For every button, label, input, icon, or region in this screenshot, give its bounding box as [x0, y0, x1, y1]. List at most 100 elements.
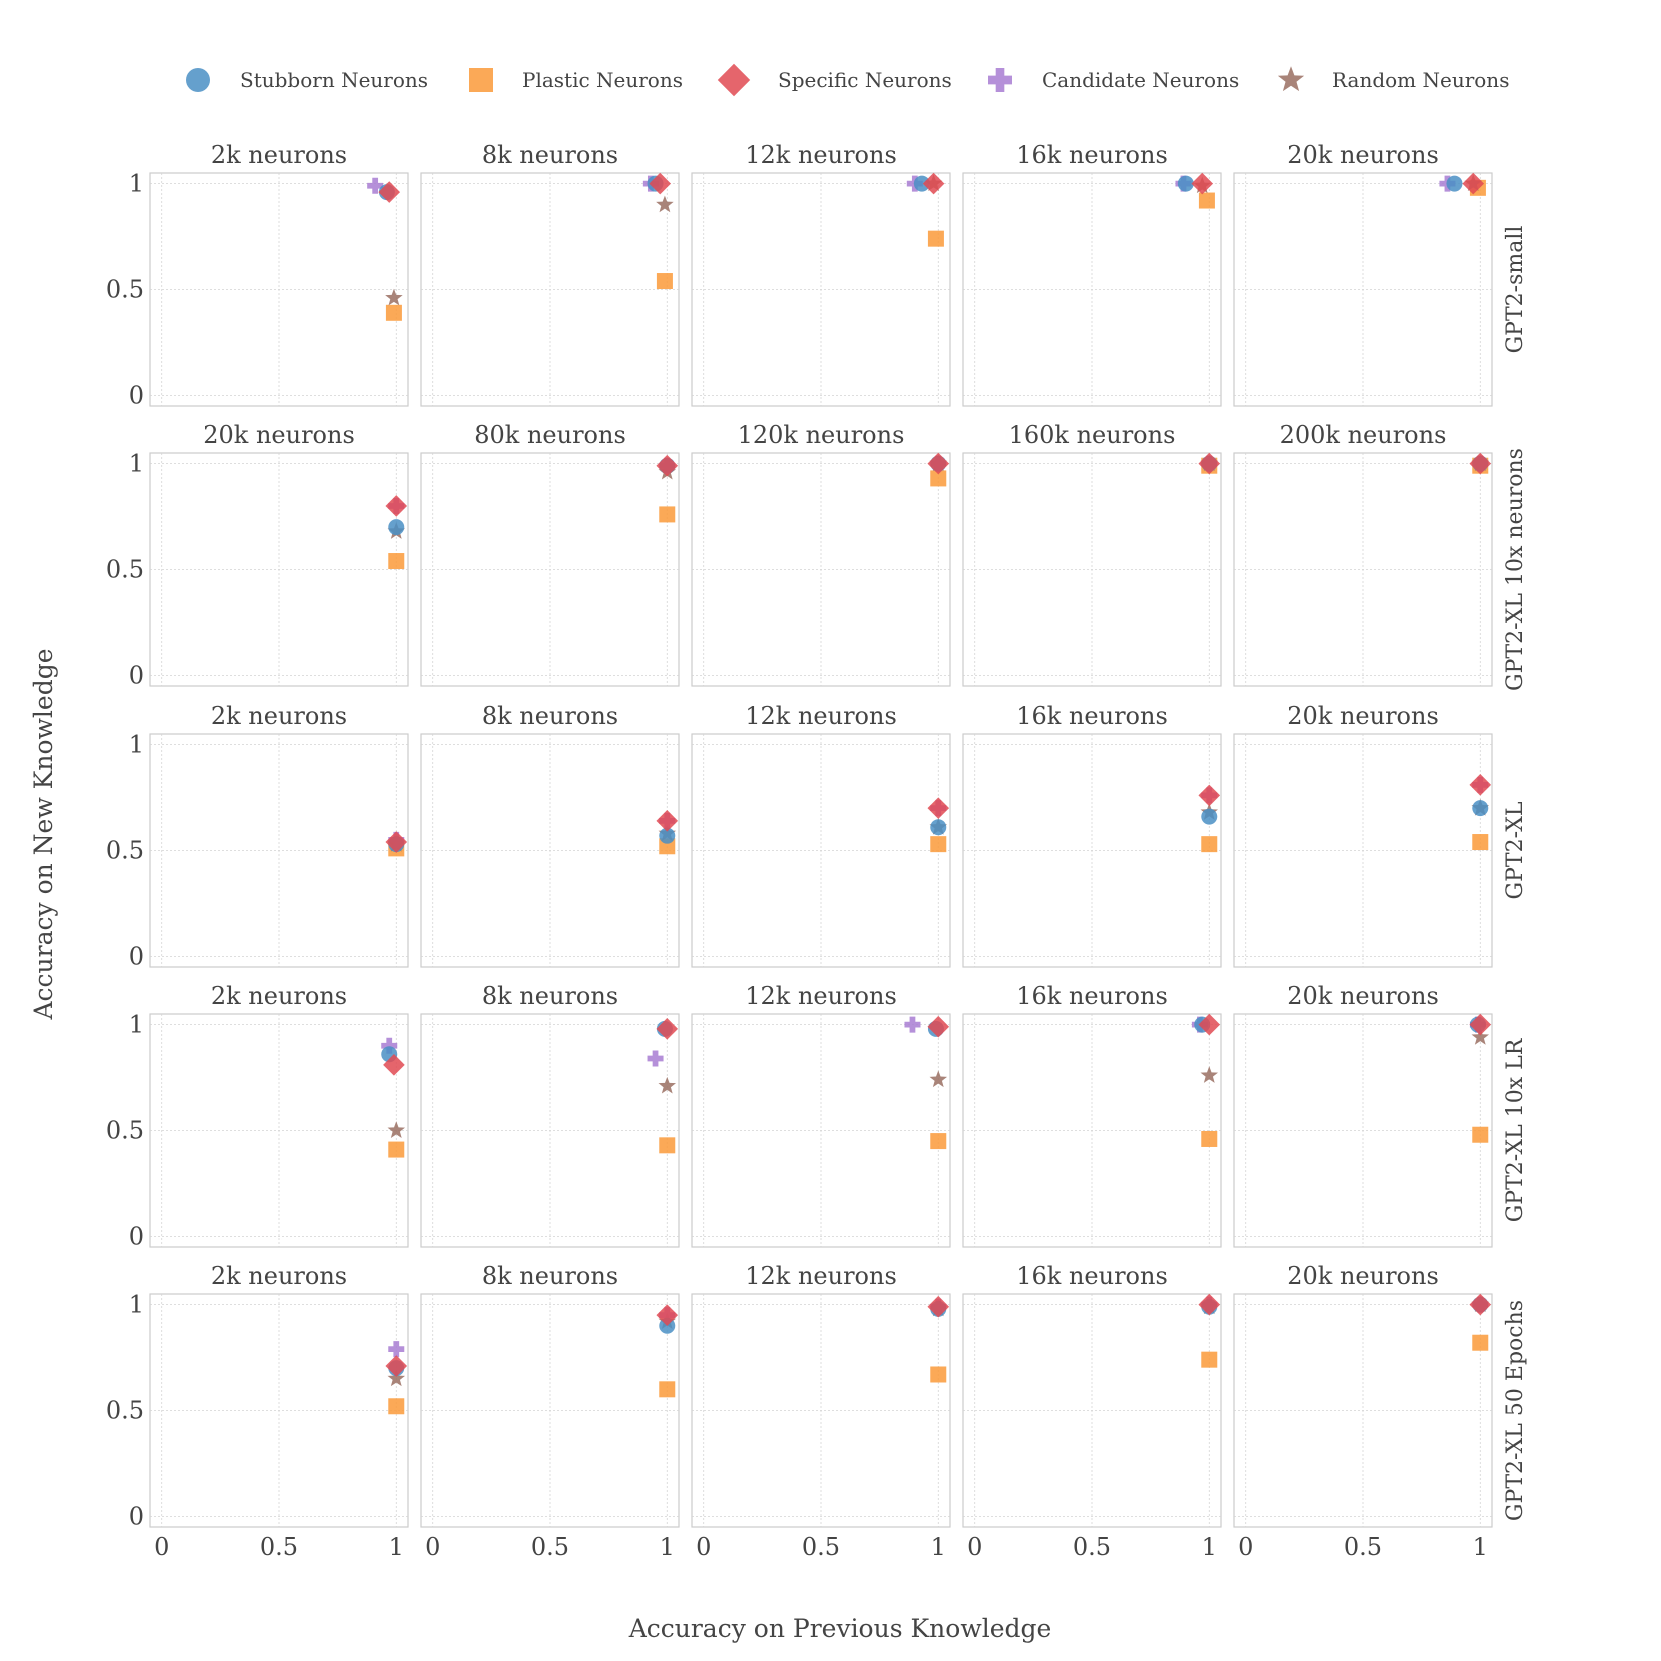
panel: 16k neurons: [962, 702, 1222, 968]
plastic-point: [930, 836, 947, 853]
random-legend-marker: [1277, 66, 1305, 92]
specific-point: [385, 495, 408, 517]
stubborn-point: [1177, 175, 1194, 192]
specific-point: [1198, 1293, 1221, 1316]
legend-label: Stubborn Neurons: [240, 68, 428, 92]
x-tick-label: 1: [389, 1533, 404, 1561]
panel: 8k neurons: [420, 702, 680, 968]
plastic-point: [388, 1398, 405, 1415]
row-label: GPT2-small: [1503, 226, 1528, 354]
panel-title: 16k neurons: [1016, 1262, 1168, 1290]
panel-title: 120k neurons: [738, 421, 905, 449]
panel: 8k neurons: [420, 982, 680, 1248]
stubborn-point: [1201, 808, 1218, 825]
plastic-point: [656, 273, 673, 290]
y-tick-label: 0.5: [106, 556, 144, 584]
random-point: [1471, 1028, 1490, 1045]
panel-title: 12k neurons: [745, 982, 897, 1010]
panel-grid: 2k neurons 0 0.5 1 8k neurons 12k neurons 16k …: [106, 141, 1528, 1561]
specific-point: [378, 181, 401, 203]
panel: 20k neurons: [1233, 141, 1493, 407]
legend-item-stubborn: Stubborn Neurons: [186, 68, 428, 92]
x-tick-label: 0: [1238, 1533, 1253, 1561]
y-tick-label: 0.5: [106, 837, 144, 865]
panel-title: 2k neurons: [211, 702, 347, 730]
y-tick-label: 0.5: [106, 1397, 144, 1425]
legend-item-random: Random Neurons: [1277, 66, 1509, 92]
y-tick-label: 0.5: [106, 1117, 144, 1145]
panel: 12k neurons: [691, 982, 951, 1248]
candidate-point: [647, 1050, 664, 1067]
plastic-point: [1201, 1130, 1218, 1147]
row-label: GPT2-XL 50 Epochs: [1503, 1300, 1528, 1521]
panel: 2k neurons 0 0.5 1: [106, 702, 409, 970]
y-axis-label: Accuracy on New Knowledge: [29, 648, 58, 1020]
panel-title: 8k neurons: [482, 982, 618, 1010]
row-label: GPT2-XL: [1503, 801, 1528, 899]
candidate-point: [388, 1341, 405, 1358]
panel-title: 20k neurons: [1287, 702, 1439, 730]
specific-point: [1198, 452, 1221, 475]
plastic-point: [930, 1133, 947, 1150]
stubborn-legend-marker: [186, 68, 210, 92]
y-tick-label: 1: [129, 450, 144, 478]
panel-title: 12k neurons: [745, 1262, 897, 1290]
panel-title: 8k neurons: [482, 702, 618, 730]
row-label: GPT2-XL 10x LR: [1503, 1037, 1528, 1222]
candidate-point: [904, 1016, 921, 1033]
panel: 16k neurons 0 0.5 1: [962, 1262, 1222, 1561]
x-tick-label: 0.5: [1073, 1533, 1111, 1561]
plastic-point: [659, 506, 676, 523]
stubborn-point: [659, 827, 676, 844]
x-tick-label: 0: [696, 1533, 711, 1561]
panel-title: 12k neurons: [745, 702, 897, 730]
random-point: [387, 1369, 406, 1387]
random-point: [656, 195, 674, 213]
x-tick-label: 0.5: [531, 1533, 569, 1561]
y-tick-label: 1: [129, 170, 144, 198]
panel-title: 8k neurons: [482, 1262, 618, 1290]
random-point: [929, 1070, 948, 1088]
plastic-point: [930, 470, 947, 487]
plastic-point: [388, 553, 405, 570]
specific-point: [927, 1295, 950, 1318]
specific-point: [927, 1015, 950, 1038]
plastic-point: [388, 1141, 405, 1158]
specific-point: [649, 172, 672, 195]
specific-point: [1198, 1013, 1221, 1036]
random-point: [385, 288, 403, 306]
plastic-point: [385, 304, 402, 321]
legend-label: Candidate Neurons: [1042, 68, 1239, 92]
panel: 20k neurons 0 0.5 1: [1233, 1262, 1493, 1561]
panel: 200k neurons: [1233, 421, 1493, 687]
x-tick-label: 1: [660, 1533, 675, 1561]
random-point: [387, 1121, 406, 1138]
specific-point: [656, 1018, 679, 1040]
specific-point: [927, 797, 950, 819]
plastic-point: [927, 230, 944, 247]
plastic-point: [659, 1137, 676, 1154]
legend-item-specific: Specific Neurons: [717, 63, 952, 97]
plastic-point: [1201, 1351, 1218, 1368]
y-tick-label: 0.5: [106, 276, 144, 304]
candidate-point: [367, 177, 384, 194]
plastic-point: [930, 1366, 947, 1383]
plastic-point: [1198, 192, 1215, 209]
panel: 8k neurons 0 0.5 1: [420, 1262, 680, 1561]
stubborn-point: [1472, 800, 1489, 817]
y-tick-label: 0: [129, 661, 144, 689]
panel: 8k neurons: [420, 141, 680, 407]
specific-point: [922, 172, 945, 195]
panel: 20k neurons: [1233, 702, 1493, 968]
panel: 16k neurons: [962, 982, 1222, 1248]
specific-point: [1469, 452, 1492, 475]
panel-title: 20k neurons: [203, 421, 355, 449]
panel: 20k neurons 0 0.5 1: [106, 421, 409, 689]
y-tick-label: 1: [129, 731, 144, 759]
specific-point: [927, 452, 950, 475]
panel-title: 160k neurons: [1009, 421, 1176, 449]
row-label: GPT2-XL 10x neurons: [1503, 448, 1528, 691]
x-tick-label: 1: [1473, 1533, 1488, 1561]
panel-title: 20k neurons: [1287, 1262, 1439, 1290]
